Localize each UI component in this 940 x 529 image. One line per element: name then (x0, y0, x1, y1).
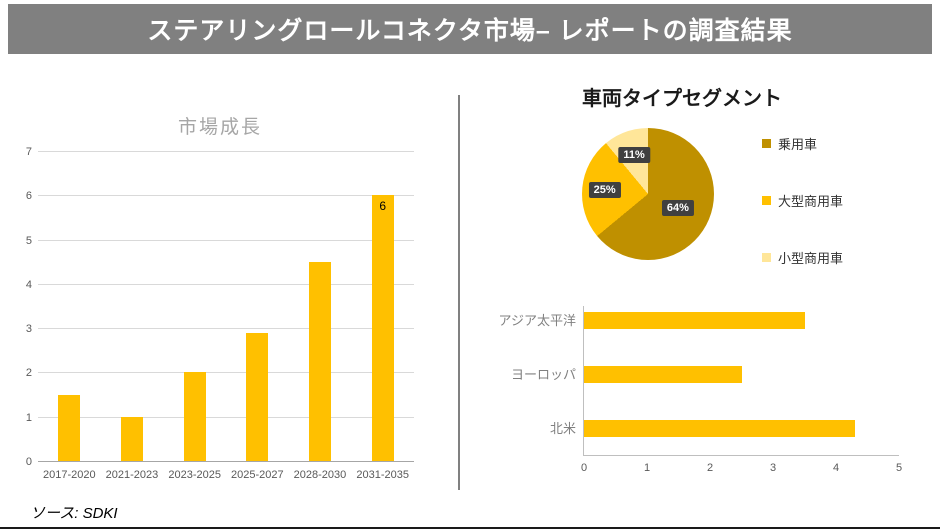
section-divider (458, 95, 460, 490)
market-growth-plot: 0 1 2 3 4 5 6 7 2017-2020 2021-2023 2023-2025 2025-… (26, 146, 414, 481)
x-tick-label: 2021-2023 (105, 469, 159, 481)
y-tick-label: 4 (25, 278, 32, 291)
legend-swatch (762, 253, 771, 262)
vehicle-pie: 64% 25% 11% (582, 128, 714, 260)
x-tick-label: 0 (580, 462, 588, 474)
vehicle-segment-section: 車両タイプセグメント 64% 25% 11% 乗用車大型商用車小型商用車 アジア太平… (462, 56, 940, 496)
y-tick-label: 0 (25, 456, 32, 468)
gridline (38, 328, 414, 330)
report-header: ステアリングロールコネクタ市場– レポートの調査結果 (8, 4, 932, 54)
column-bar (246, 332, 269, 461)
region-label: アジア太平洋 (498, 313, 576, 328)
x-tick-label: 2028-2030 (293, 469, 347, 481)
region-bar (584, 312, 805, 329)
pie-percent-label: 25% (588, 181, 621, 198)
y-tick-label: 2 (25, 367, 32, 380)
market-growth-title: 市場成長 (177, 117, 262, 138)
region-label: ヨーロッパ (510, 367, 576, 382)
x-tick-label: 2023-2025 (168, 469, 221, 481)
region-x-axis-line (584, 455, 899, 456)
legend-item: 乗用車 (762, 136, 843, 152)
x-tick-label: 5 (895, 462, 903, 474)
y-tick-label: 7 (25, 146, 32, 158)
gridline (38, 239, 414, 241)
y-tick-label: 3 (25, 323, 32, 336)
legend-swatch (762, 139, 771, 148)
gridline (38, 416, 414, 418)
column-bar (309, 261, 331, 461)
pie-percent-label: 64% (661, 200, 694, 217)
bottom-border (0, 527, 940, 529)
x-tick-label: 3 (769, 462, 777, 474)
column-bar (371, 195, 394, 461)
gridline (38, 195, 414, 197)
column-bar (183, 372, 206, 461)
region-bar (584, 420, 855, 437)
legend-label: 乗用車 (778, 137, 818, 152)
legend-item: 小型商用車 (762, 250, 844, 266)
gridline (38, 151, 414, 152)
gridline (38, 283, 414, 285)
source-note: ソース: SDKI (30, 505, 118, 522)
gridline (38, 372, 414, 374)
y-tick-label: 5 (25, 234, 32, 247)
region-label: 北米 (549, 421, 576, 436)
legend-item: 大型商用車 (762, 193, 844, 209)
x-tick-label: 2017-2020 (43, 469, 96, 481)
legend-label: 小型商用車 (778, 251, 844, 266)
column-bar (58, 394, 81, 461)
legend-label: 大型商用車 (778, 194, 844, 209)
y-tick-label: 1 (25, 411, 32, 424)
x-tick-label: 4 (832, 462, 840, 474)
pie-percent-label: 11% (618, 147, 650, 164)
y-tick-label: 6 (25, 190, 32, 203)
x-tick-label: 1 (643, 462, 651, 474)
report-title: ステアリングロールコネクタ市場– レポートの調査結果 (147, 17, 793, 45)
vehicle-segment-title: 車両タイプセグメント (582, 88, 782, 110)
x-axis-line (38, 461, 414, 462)
region-plot: アジア太平洋ヨーロッパ北米 0 1 2 3 4 5 (499, 306, 902, 474)
pie-legend: 乗用車大型商用車小型商用車 (762, 136, 843, 307)
x-tick-label: 2 (706, 462, 714, 474)
region-bar (584, 366, 742, 383)
x-tick-label: 2025-2027 (231, 469, 284, 481)
legend-swatch (762, 196, 771, 205)
bar-data-label: 6 (379, 199, 386, 214)
column-bar (121, 416, 143, 461)
x-tick-label: 2031-2035 (356, 469, 409, 481)
